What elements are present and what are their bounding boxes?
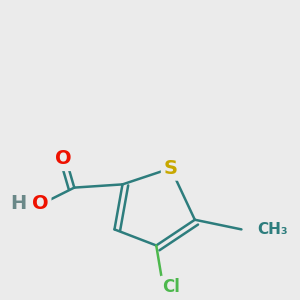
Text: O: O [55, 149, 71, 168]
Text: H: H [10, 194, 26, 213]
Text: S: S [164, 159, 178, 178]
Text: CH₃: CH₃ [257, 222, 288, 237]
Text: O: O [32, 194, 49, 213]
Text: Cl: Cl [162, 278, 180, 296]
